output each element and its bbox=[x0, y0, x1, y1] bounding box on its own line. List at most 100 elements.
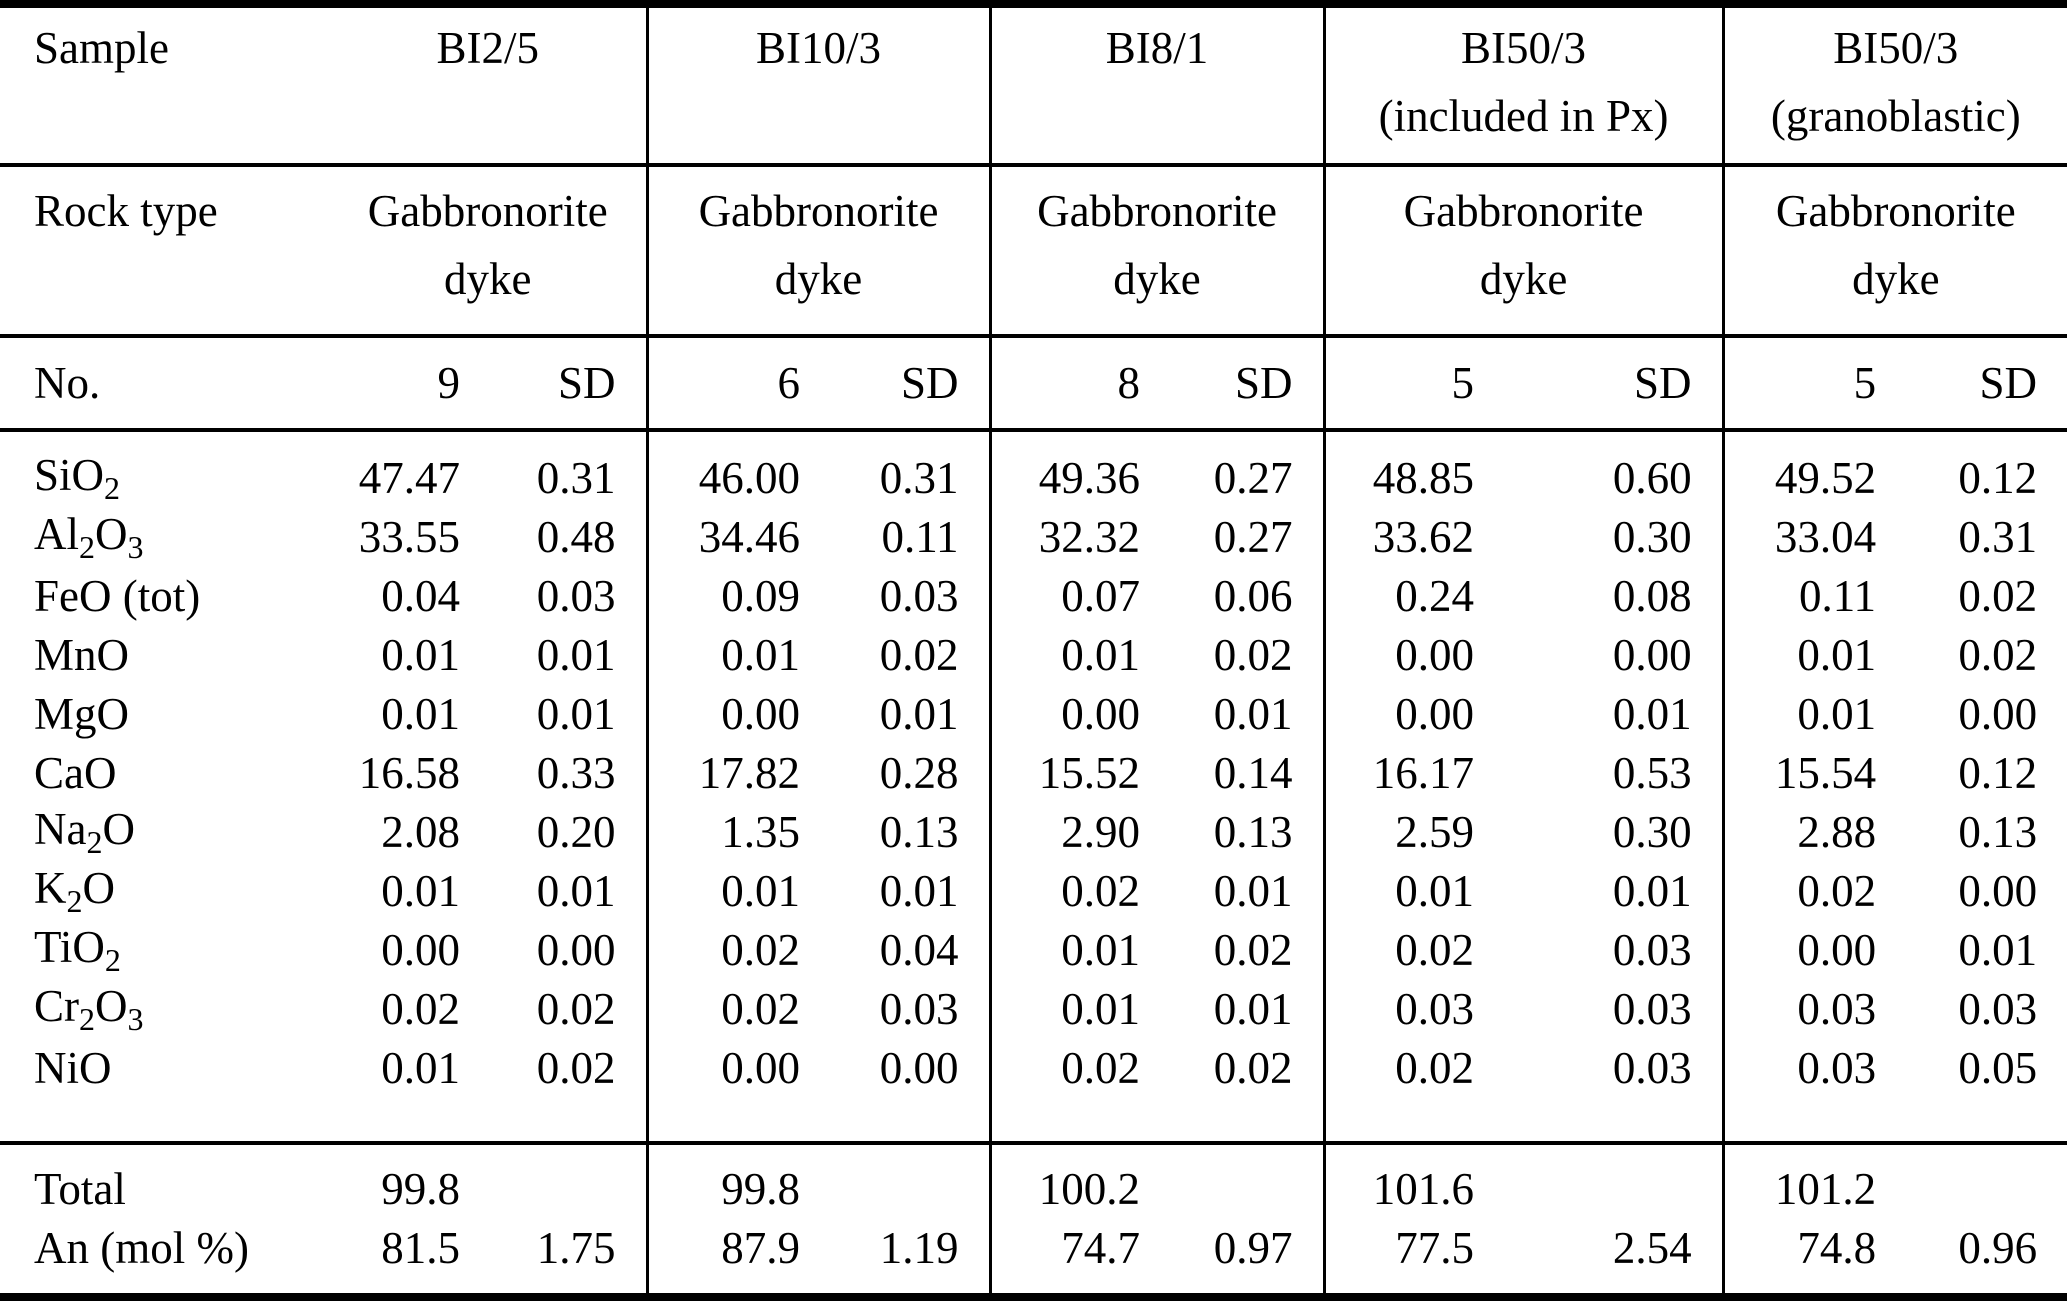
summary-rows: Total 99.8 99.8 100.2 101.6 101.2 An (mo… bbox=[0, 1143, 2067, 1297]
value-cell: 0.01 bbox=[645, 861, 831, 920]
value-cell: 0.02 bbox=[645, 979, 831, 1038]
sd-header: SD bbox=[1170, 336, 1325, 432]
rock-type-line2: dyke bbox=[774, 254, 863, 304]
sd-cell: 0.00 bbox=[830, 1038, 991, 1145]
value-cell: 32.32 bbox=[988, 507, 1171, 566]
sd-cell: 0.13 bbox=[1958, 806, 2038, 857]
value-cell: 0.09 bbox=[645, 566, 831, 625]
sample-header-bi8-1: BI8/1 bbox=[988, 4, 1325, 167]
empty-cell bbox=[490, 1143, 647, 1218]
sd-cell: 0.00 bbox=[1958, 688, 2038, 739]
rock-type-cell: Gabbronorite dyke bbox=[1322, 165, 1724, 338]
empty-cell bbox=[830, 1143, 990, 1218]
count-cell: 6 bbox=[645, 336, 831, 432]
sd-cell: 0.33 bbox=[536, 747, 616, 798]
oxide-label: MgO bbox=[34, 688, 130, 739]
sample-name: BI10/3 bbox=[756, 23, 882, 73]
value-cell: 0.03 bbox=[1721, 1038, 1907, 1145]
sd-cell: 0.02 bbox=[1213, 924, 1293, 975]
sd-cell: 0.06 bbox=[1213, 570, 1293, 621]
total-cell: 99.8 bbox=[645, 1143, 831, 1218]
table-row: K2O 0.01 0.01 0.01 0.01 0.02 0.01 0.01 0.01 0.02 0… bbox=[0, 861, 2067, 920]
sd-cell: 0.13 bbox=[1213, 806, 1293, 857]
rock-type-line1: Gabbronorite bbox=[1775, 186, 2016, 236]
oxide-label: Al2O3 bbox=[34, 508, 144, 565]
sd-cell: 0.01 bbox=[1958, 924, 2038, 975]
an-sd-cell: 0.97 bbox=[1213, 1222, 1293, 1273]
sample-name: BI50/3 bbox=[1461, 23, 1587, 73]
sd-cell: 0.01 bbox=[879, 865, 959, 916]
an-sd-cell: 1.19 bbox=[879, 1222, 959, 1273]
an-sd-cell: 0.96 bbox=[1958, 1222, 2038, 1273]
table-row-an: An (mol %) 81.5 1.75 87.9 1.19 74.7 0.97… bbox=[0, 1218, 2067, 1297]
value-cell: 33.04 bbox=[1721, 507, 1907, 566]
sd-cell: 0.00 bbox=[1612, 629, 1692, 680]
sd-cell: 0.00 bbox=[1958, 865, 2038, 916]
rock-type-cell: Gabbronorite dyke bbox=[645, 165, 991, 338]
table-row: MnO 0.01 0.01 0.01 0.02 0.01 0.02 0.00 0.00 0.01 0… bbox=[0, 625, 2067, 684]
value-cell: 0.02 bbox=[381, 983, 460, 1034]
row-label-an: An (mol %) bbox=[34, 1222, 249, 1273]
oxide-label: SiO2 bbox=[34, 449, 121, 506]
count-cell: 5 bbox=[1721, 336, 1907, 432]
oxide-label: Cr2O3 bbox=[34, 980, 144, 1037]
rock-type-line1: Gabbronorite bbox=[1403, 186, 1644, 236]
table-row-rock-type: Rock type Gabbronorite dyke Gabbronorite… bbox=[0, 165, 2067, 338]
value-cell: 0.00 bbox=[1322, 684, 1505, 743]
sd-cell: 0.02 bbox=[1170, 1038, 1325, 1145]
oxide-label: FeO (tot) bbox=[34, 570, 201, 621]
sd-cell: 0.31 bbox=[1958, 511, 2038, 562]
sd-cell: 0.04 bbox=[879, 924, 959, 975]
sample-header-bi50-3-included: BI50/3 (included in Px) bbox=[1322, 4, 1724, 167]
value-cell: 0.00 bbox=[645, 1038, 831, 1145]
value-cell: 0.02 bbox=[1721, 861, 1907, 920]
count-cell: 8 bbox=[988, 336, 1171, 432]
sd-cell: 0.02 bbox=[1958, 570, 2038, 621]
value-cell: 49.36 bbox=[988, 430, 1171, 507]
value-cell: 16.58 bbox=[358, 747, 460, 798]
row-label-no: No. bbox=[0, 336, 330, 432]
table-row: FeO (tot) 0.04 0.03 0.09 0.03 0.07 0.06 0.24 0.0… bbox=[0, 566, 2067, 625]
rock-type-line1: Gabbronorite bbox=[1037, 186, 1277, 236]
sd-cell: 0.01 bbox=[879, 688, 959, 739]
value-cell: 0.01 bbox=[988, 920, 1171, 979]
sd-cell: 0.11 bbox=[881, 511, 959, 562]
sd-cell: 0.01 bbox=[1612, 865, 1692, 916]
value-cell: 0.03 bbox=[1322, 979, 1505, 1038]
sd-cell: 0.05 bbox=[1906, 1038, 2067, 1145]
value-cell: 49.52 bbox=[1721, 430, 1907, 507]
sd-cell: 0.30 bbox=[1612, 511, 1692, 562]
an-cell: 81.5 bbox=[381, 1222, 460, 1273]
table-row: Cr2O3 0.02 0.02 0.02 0.03 0.01 0.01 0.03 0.03 0.0… bbox=[0, 979, 2067, 1038]
oxide-label: K2O bbox=[34, 862, 115, 919]
count-cell: 5 bbox=[1322, 336, 1505, 432]
value-cell: 0.04 bbox=[381, 570, 460, 621]
value-cell: 0.01 bbox=[988, 625, 1171, 684]
sd-cell: 0.03 bbox=[1612, 924, 1692, 975]
value-cell: 0.11 bbox=[1721, 566, 1907, 625]
sd-cell: 0.01 bbox=[1213, 865, 1293, 916]
value-cell: 0.03 bbox=[1721, 979, 1907, 1038]
value-cell: 48.85 bbox=[1322, 430, 1505, 507]
sample-header-bi2-5: BI2/5 bbox=[330, 4, 648, 167]
value-cell: 0.01 bbox=[988, 979, 1171, 1038]
rock-type-cell: Gabbronorite dyke bbox=[330, 165, 648, 338]
sd-cell: 0.12 bbox=[1958, 747, 2038, 798]
value-cell: 47.47 bbox=[358, 452, 460, 503]
value-cell: 0.01 bbox=[645, 625, 831, 684]
value-cell: 33.55 bbox=[358, 511, 460, 562]
value-cell: 15.54 bbox=[1721, 743, 1907, 802]
empty-cell bbox=[1906, 1143, 2067, 1218]
oxide-label: TiO2 bbox=[34, 921, 121, 978]
total-cell: 101.2 bbox=[1721, 1143, 1907, 1218]
sd-cell: 0.03 bbox=[1958, 983, 2038, 1034]
an-sd-cell: 2.54 bbox=[1612, 1222, 1692, 1273]
sd-cell: 0.27 bbox=[1213, 452, 1293, 503]
value-cell: 2.59 bbox=[1322, 802, 1505, 861]
sample-name: BI2/5 bbox=[436, 23, 540, 73]
value-cell: 33.62 bbox=[1322, 507, 1505, 566]
row-label-total: Total bbox=[34, 1163, 126, 1214]
sd-cell: 0.53 bbox=[1612, 747, 1692, 798]
